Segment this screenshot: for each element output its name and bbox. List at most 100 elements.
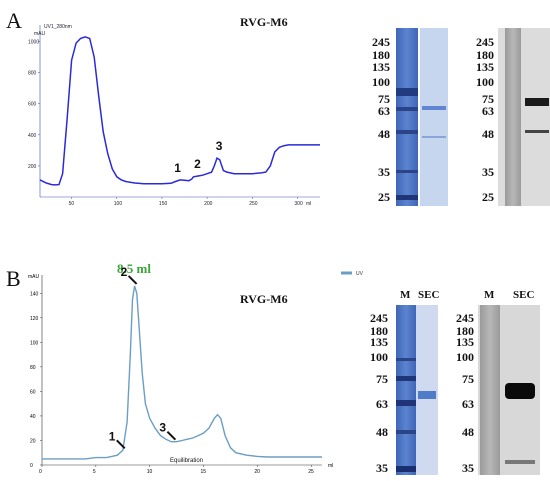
ladder-label: 135 (372, 60, 390, 74)
chart-a-ticks: 50 100 150 200 250 300 200 400 600 800 1000 (28, 40, 303, 207)
gel-a-western-lane-m (505, 28, 521, 206)
gel-band (396, 400, 416, 406)
chart-a: UV1_280nm mAU ml 50 100 150 200 250 300 200 400… (28, 24, 320, 207)
x-tick-label: 100 (114, 201, 123, 207)
x-tick-label: 0 (39, 469, 42, 475)
gel-b-western-header-sec: SEC (513, 289, 534, 301)
y-tick-label: 200 (28, 164, 37, 170)
x-tick-label: 5 (93, 469, 96, 475)
peak-marker (166, 430, 177, 441)
gel-band (396, 430, 416, 434)
y-tick-label: 100 (30, 340, 39, 346)
y-tick-label: 1000 (28, 40, 39, 46)
gel-a-coomassie-lane-ni (420, 28, 448, 206)
panel-a-letter: A (6, 8, 22, 33)
ladder-label: 180 (372, 48, 390, 62)
ladder-label: 63 (462, 397, 474, 411)
x-tick-label: 10 (147, 469, 153, 475)
panel-a-title: RVG-M6 (240, 15, 288, 29)
x-tick-label: 50 (69, 201, 75, 207)
ladder-label: 245 (370, 311, 388, 325)
gel-band (396, 130, 418, 134)
gel-band (422, 136, 446, 138)
ladder-label: 100 (456, 350, 474, 364)
gel-band (396, 466, 416, 472)
ladder-label: 35 (482, 165, 494, 179)
chart-b-ylabel: mAU (28, 274, 40, 280)
y-tick-label: 20 (30, 438, 36, 444)
chart-b-equilibration-label: Equilibration (170, 458, 203, 464)
ladder-label: 100 (476, 75, 494, 89)
gel-band (396, 358, 416, 361)
gel-band (396, 170, 418, 173)
ladder-label: 35 (378, 165, 390, 179)
chart-b-peak-labels: 1 2 3 (109, 265, 177, 449)
chart-b: mAU ml UV 0 5 10 15 20 25 0 20 40 60 80 100 120 140 1… (28, 265, 364, 475)
x-tick-label: 200 (204, 201, 213, 207)
gel-b-coomassie-header-m: M (400, 289, 411, 301)
peak-label: 1 (109, 429, 116, 443)
x-tick-label: 150 (159, 201, 168, 207)
ladder-label: 75 (376, 372, 388, 386)
chart-b-xlabel: ml (328, 463, 333, 469)
panel-b-annotation: 8.5 ml (117, 261, 151, 276)
ladder-label: 100 (372, 75, 390, 89)
ladder-label: 75 (482, 92, 494, 106)
chart-a-ylabel: mAU (34, 31, 46, 37)
ladder-label: 135 (456, 335, 474, 349)
ladder-label: 180 (456, 324, 474, 338)
gel-a-coomassie-lane-m (396, 28, 418, 206)
y-tick-label: 600 (28, 102, 37, 108)
y-tick-label: 400 (28, 133, 37, 139)
ladder-label: 75 (462, 372, 474, 386)
ladder-label: 63 (378, 104, 390, 118)
gel-b-western-lane-m (480, 305, 500, 475)
ladder-label: 35 (376, 461, 388, 475)
ladder-label: 63 (376, 397, 388, 411)
x-tick-label: 20 (254, 469, 260, 475)
peak-label: 1 (174, 161, 181, 175)
gel-band (396, 88, 418, 96)
chart-b-legend: UV (356, 271, 364, 277)
chart-a-xlabel: ml (306, 201, 311, 207)
peak-label: 2 (194, 157, 201, 171)
chart-a-series-line (39, 36, 320, 186)
ladder-label: 75 (378, 92, 390, 106)
gel-band (396, 107, 418, 111)
peak-label: 3 (216, 139, 223, 153)
gel-band (418, 391, 436, 399)
chart-a-peak-labels: 1 2 3 (174, 139, 223, 175)
ladder-label: 35 (462, 461, 474, 475)
gel-band (525, 130, 549, 133)
gel-b-coomassie-lane-sec (416, 305, 438, 475)
y-tick-label: 0 (30, 463, 33, 469)
peak-label: 2 (121, 265, 128, 279)
gel-band (525, 98, 549, 106)
x-tick-label: 25 (308, 469, 314, 475)
gel-a-coomassie-bands (396, 88, 446, 200)
ladder-label: 245 (372, 35, 390, 49)
gel-b-coomassie-lane-m (396, 305, 416, 475)
ladder-label: 48 (462, 425, 474, 439)
ladder-label: 180 (476, 48, 494, 62)
ladder-label: 135 (476, 60, 494, 74)
ladder-label: 48 (376, 425, 388, 439)
panel-b-title: RVG-M6 (240, 292, 288, 306)
ladder-label: 25 (378, 190, 390, 204)
y-tick-label: 140 (30, 291, 39, 297)
chart-b-ticks: 0 5 10 15 20 25 0 20 40 60 80 100 120 140 (30, 291, 314, 475)
peak-label: 3 (159, 421, 166, 435)
gel-band (505, 460, 535, 464)
ladder-label: 180 (370, 324, 388, 338)
gel-b-coomassie-header-sec: SEC (418, 289, 439, 301)
panel-b-letter: B (6, 266, 21, 291)
gel-band (422, 106, 446, 110)
